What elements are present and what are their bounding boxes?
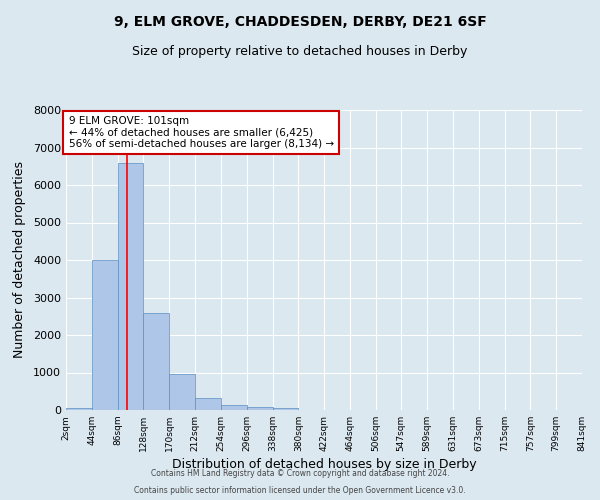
Text: Size of property relative to detached houses in Derby: Size of property relative to detached ho… [133,45,467,58]
Text: Contains HM Land Registry data © Crown copyright and database right 2024.: Contains HM Land Registry data © Crown c… [151,468,449,477]
Text: Contains public sector information licensed under the Open Government Licence v3: Contains public sector information licen… [134,486,466,495]
Text: 9, ELM GROVE, CHADDESDEN, DERBY, DE21 6SF: 9, ELM GROVE, CHADDESDEN, DERBY, DE21 6S… [113,15,487,29]
Bar [118,162,143,410]
Bar [66,408,92,410]
Text: 9 ELM GROVE: 101sqm
← 44% of detached houses are smaller (6,425)
56% of semi-det: 9 ELM GROVE: 101sqm ← 44% of detached ho… [68,116,334,149]
X-axis label: Distribution of detached houses by size in Derby: Distribution of detached houses by size … [172,458,476,471]
Bar [169,374,195,410]
Bar [195,398,221,410]
Bar [247,407,272,410]
Bar [221,405,247,410]
Bar [143,312,169,410]
Bar [92,260,118,410]
Bar [272,408,298,410]
Y-axis label: Number of detached properties: Number of detached properties [13,162,26,358]
